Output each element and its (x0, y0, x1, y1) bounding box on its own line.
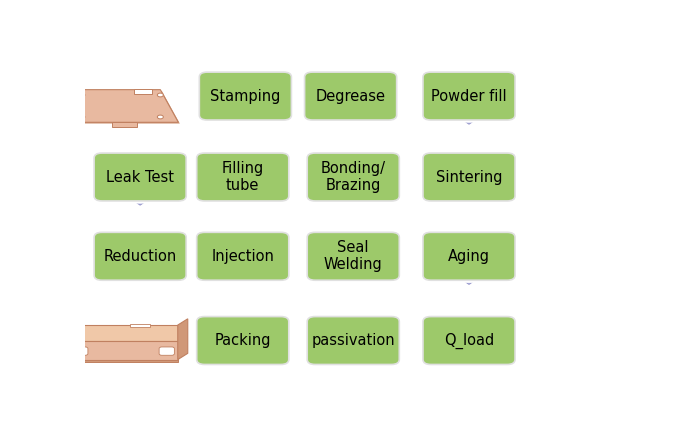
FancyBboxPatch shape (73, 347, 88, 355)
Polygon shape (461, 111, 477, 124)
FancyBboxPatch shape (423, 72, 515, 120)
Polygon shape (260, 248, 289, 264)
Circle shape (158, 115, 164, 119)
FancyBboxPatch shape (307, 153, 399, 201)
FancyBboxPatch shape (424, 233, 517, 281)
FancyBboxPatch shape (419, 151, 519, 204)
Polygon shape (204, 169, 234, 185)
FancyBboxPatch shape (201, 73, 293, 121)
Polygon shape (134, 89, 152, 94)
FancyBboxPatch shape (303, 230, 403, 283)
FancyBboxPatch shape (424, 73, 517, 121)
FancyBboxPatch shape (423, 153, 515, 201)
FancyBboxPatch shape (159, 347, 175, 355)
Polygon shape (370, 88, 399, 104)
FancyBboxPatch shape (303, 151, 403, 204)
Polygon shape (112, 122, 137, 127)
Text: Seal
Welding: Seal Welding (324, 240, 383, 272)
Text: Q_load: Q_load (444, 332, 494, 349)
FancyBboxPatch shape (192, 151, 293, 204)
FancyBboxPatch shape (94, 153, 186, 201)
FancyBboxPatch shape (419, 314, 519, 367)
FancyBboxPatch shape (197, 153, 289, 201)
FancyBboxPatch shape (303, 314, 403, 367)
FancyBboxPatch shape (96, 154, 188, 202)
FancyBboxPatch shape (309, 154, 401, 202)
FancyBboxPatch shape (198, 154, 291, 202)
Polygon shape (265, 88, 294, 104)
Polygon shape (315, 169, 344, 185)
FancyBboxPatch shape (197, 233, 289, 280)
Polygon shape (158, 248, 186, 264)
FancyBboxPatch shape (307, 317, 399, 365)
FancyBboxPatch shape (424, 154, 517, 202)
FancyBboxPatch shape (423, 317, 515, 365)
Text: Filling
tube: Filling tube (221, 161, 264, 193)
FancyBboxPatch shape (94, 233, 186, 280)
Text: Leak Test: Leak Test (106, 169, 174, 184)
FancyBboxPatch shape (96, 233, 188, 281)
FancyBboxPatch shape (192, 230, 293, 283)
Polygon shape (315, 332, 344, 348)
Polygon shape (65, 91, 180, 124)
FancyBboxPatch shape (198, 317, 291, 366)
FancyBboxPatch shape (419, 69, 519, 123)
FancyBboxPatch shape (424, 317, 517, 366)
Polygon shape (370, 248, 399, 264)
Text: Injection: Injection (211, 249, 274, 264)
Polygon shape (428, 169, 457, 185)
Text: Powder fill: Powder fill (431, 88, 507, 103)
Text: Stamping: Stamping (210, 88, 280, 103)
Polygon shape (178, 319, 188, 360)
Polygon shape (70, 360, 178, 362)
Polygon shape (63, 90, 179, 122)
FancyBboxPatch shape (300, 69, 401, 123)
Text: passivation: passivation (312, 333, 395, 348)
Polygon shape (132, 192, 148, 205)
FancyBboxPatch shape (192, 314, 293, 367)
Text: Degrease: Degrease (316, 88, 386, 103)
FancyBboxPatch shape (195, 69, 295, 123)
Text: Reduction: Reduction (103, 249, 177, 264)
Polygon shape (428, 332, 457, 348)
FancyBboxPatch shape (90, 230, 190, 283)
Polygon shape (461, 271, 477, 284)
Text: Packing: Packing (215, 333, 271, 348)
FancyBboxPatch shape (198, 233, 291, 281)
Circle shape (79, 115, 85, 119)
FancyBboxPatch shape (309, 317, 401, 366)
FancyBboxPatch shape (200, 72, 291, 120)
Polygon shape (70, 325, 178, 341)
Circle shape (158, 93, 164, 97)
Polygon shape (130, 324, 150, 327)
Polygon shape (70, 341, 178, 360)
FancyBboxPatch shape (90, 151, 190, 204)
Circle shape (79, 93, 85, 97)
FancyBboxPatch shape (305, 72, 397, 120)
Text: Bonding/
Brazing: Bonding/ Brazing (320, 161, 386, 193)
FancyBboxPatch shape (423, 233, 515, 280)
FancyBboxPatch shape (419, 230, 519, 283)
FancyBboxPatch shape (197, 317, 289, 365)
Text: Aging: Aging (448, 249, 490, 264)
FancyBboxPatch shape (306, 73, 399, 121)
Text: Sintering: Sintering (436, 169, 502, 184)
FancyBboxPatch shape (307, 233, 399, 280)
FancyBboxPatch shape (309, 233, 401, 281)
